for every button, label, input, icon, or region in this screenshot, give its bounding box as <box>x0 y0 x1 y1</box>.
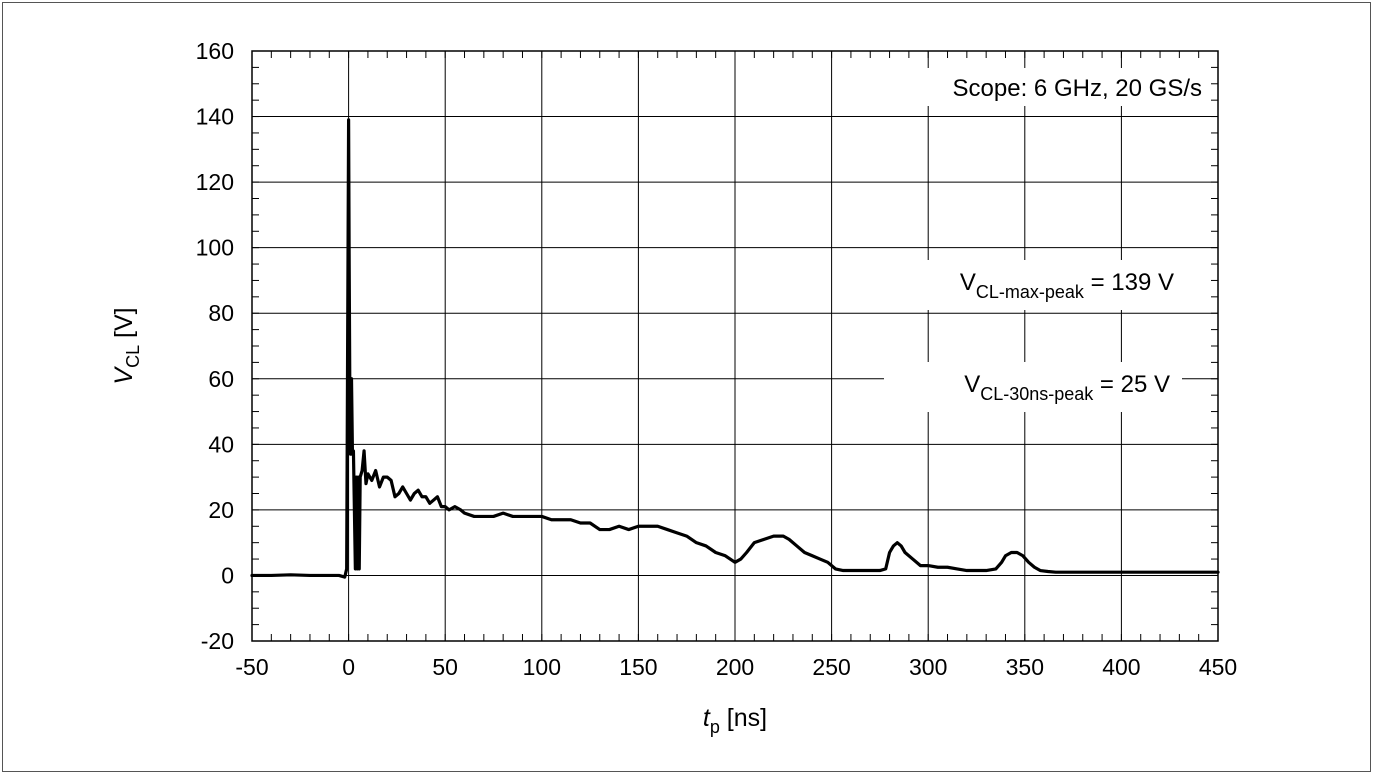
y-tick-labels: -20 0 20 40 60 80 100 120 140 160 <box>196 38 234 654</box>
x-tick-label: 200 <box>716 654 754 680</box>
x-tick-label: 400 <box>1102 654 1140 680</box>
max-peak-base: V <box>960 269 976 296</box>
x-tick-label: 300 <box>909 654 947 680</box>
scope-annotation-bg <box>866 68 1204 106</box>
grid <box>252 51 1218 641</box>
y-axis-var: V <box>110 366 138 385</box>
30ns-peak-sub: CL-30ns-peak <box>980 384 1094 404</box>
y-axis-sub: CL <box>123 345 143 368</box>
max-peak-sub: CL-max-peak <box>976 282 1085 302</box>
max-peak-annotation-bg <box>884 260 1190 310</box>
x-tick-label: 150 <box>619 654 657 680</box>
x-tick-label: 250 <box>812 654 850 680</box>
series-layer <box>250 118 1220 579</box>
y-tick-label: 40 <box>208 431 234 457</box>
vcl-series-line <box>250 118 1220 579</box>
y-tick-label: 0 <box>221 562 234 588</box>
y-tick-label: 100 <box>196 235 234 261</box>
x-axis-label: tp [ns] <box>703 704 767 737</box>
y-axis-label: VCL [V] <box>110 307 143 384</box>
y-tick-label: -20 <box>201 628 234 654</box>
x-tick-label: 350 <box>1006 654 1044 680</box>
plot-border <box>251 50 1219 642</box>
30ns-peak-annotation: VCL-30ns-peak = 25 V <box>964 371 1170 404</box>
max-peak-rest: = 139 V <box>1084 269 1174 296</box>
x-tick-label: 100 <box>523 654 561 680</box>
30ns-peak-annotation-bg <box>884 362 1182 412</box>
x-axis-sub: p <box>710 717 720 737</box>
x-tick-label: -50 <box>235 654 268 680</box>
30ns-peak-base: V <box>964 371 980 398</box>
30ns-peak-rest: = 25 V <box>1093 371 1170 398</box>
y-tick-label: 20 <box>208 497 234 523</box>
x-axis-var: t <box>703 704 711 732</box>
y-tick-label: 140 <box>196 104 234 130</box>
x-tick-label: 50 <box>432 654 458 680</box>
max-peak-annotation: VCL-max-peak = 139 V <box>960 269 1174 302</box>
x-tick-labels: -50 0 50 100 150 200 250 300 350 400 450 <box>235 654 1237 680</box>
y-tick-label: 120 <box>196 169 234 195</box>
y-tick-label: 60 <box>208 366 234 392</box>
x-tick-label: 450 <box>1199 654 1237 680</box>
x-axis-unit: [ns] <box>720 704 767 732</box>
y-tick-label: 80 <box>208 300 234 326</box>
x-tick-label: 0 <box>342 654 355 680</box>
scope-annotation: Scope: 6 GHz, 20 GS/s <box>953 75 1202 102</box>
y-axis-unit: [V] <box>110 307 138 345</box>
y-tick-label: 160 <box>196 38 234 64</box>
